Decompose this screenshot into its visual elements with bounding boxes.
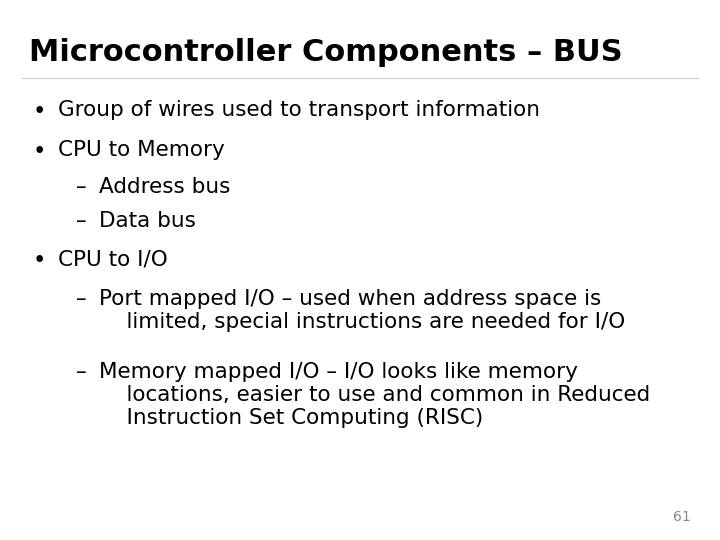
Text: Memory mapped I/O – I/O looks like memory
    locations, easier to use and commo: Memory mapped I/O – I/O looks like memor…: [99, 362, 651, 428]
Text: –: –: [76, 362, 86, 382]
Text: •: •: [32, 140, 46, 164]
Text: Group of wires used to transport information: Group of wires used to transport informa…: [58, 100, 539, 120]
Text: –: –: [76, 289, 86, 309]
Text: 61: 61: [673, 510, 691, 524]
Text: Data bus: Data bus: [99, 211, 197, 231]
Text: •: •: [32, 100, 46, 123]
Text: Port mapped I/O – used when address space is
    limited, special instructions a: Port mapped I/O – used when address spac…: [99, 289, 626, 332]
Text: •: •: [32, 249, 46, 273]
Text: CPU to Memory: CPU to Memory: [58, 140, 225, 160]
Text: Address bus: Address bus: [99, 177, 230, 197]
Text: Microcontroller Components – BUS: Microcontroller Components – BUS: [29, 38, 622, 67]
Text: –: –: [76, 211, 86, 231]
Text: CPU to I/O: CPU to I/O: [58, 249, 167, 269]
Text: –: –: [76, 177, 86, 197]
